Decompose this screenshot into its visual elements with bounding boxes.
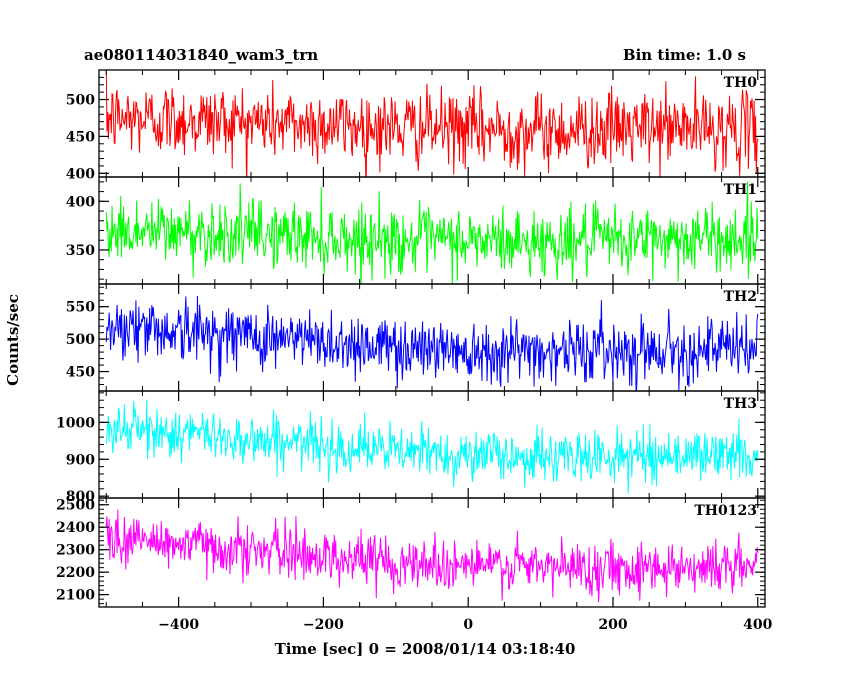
y-tick-label: 350 bbox=[66, 243, 95, 259]
x-tick-label: 400 bbox=[743, 617, 772, 633]
y-tick-label: 450 bbox=[66, 365, 95, 381]
y-tick-label: 400 bbox=[66, 194, 95, 210]
series-line-th1 bbox=[105, 181, 759, 284]
panels-group: 400 450 500 TH0 350 400 TH1 450 500 550 TH2 800 900 1… bbox=[56, 69, 766, 608]
y-tick-label: 400 bbox=[66, 166, 95, 182]
series-line-th3 bbox=[105, 399, 759, 494]
panel-th0: 400 450 500 TH0 bbox=[66, 69, 766, 182]
panel-label-th1: TH1 bbox=[724, 182, 757, 198]
x-tick-label: −200 bbox=[303, 617, 344, 633]
y-tick-label: 800 bbox=[66, 489, 95, 505]
x-tick-label: −400 bbox=[158, 617, 199, 633]
panel-label-th2: TH2 bbox=[724, 289, 757, 305]
panel-frame bbox=[98, 497, 766, 608]
y-tick-label: 2400 bbox=[56, 520, 95, 536]
series-line-th0 bbox=[105, 70, 759, 177]
y-tick-label: 550 bbox=[66, 300, 95, 316]
y-tick-label: 900 bbox=[66, 452, 95, 468]
chart-title: ae080114031840_wam3_trn bbox=[84, 46, 318, 64]
y-tick-label: 2200 bbox=[56, 565, 95, 581]
y-tick-label: 500 bbox=[66, 93, 95, 109]
y-tick-label: 2100 bbox=[56, 588, 95, 604]
y-tick-label: 2300 bbox=[56, 543, 95, 559]
x-tick-labels: −400 −200 0 200 400 bbox=[158, 617, 772, 633]
panel-label-th3: TH3 bbox=[724, 396, 757, 412]
series-line-th2 bbox=[105, 296, 759, 391]
panel-label-th0: TH0 bbox=[724, 75, 758, 91]
x-axis-label: Time [sec] 0 = 2008/01/14 03:18:40 bbox=[275, 640, 576, 658]
panel-th1: 350 400 TH1 bbox=[66, 176, 766, 285]
panel-th3: 800 900 1000 TH3 bbox=[56, 390, 766, 505]
y-tick-label: 500 bbox=[66, 332, 95, 348]
y-tick-label: 1000 bbox=[56, 415, 95, 431]
bin-time-label: Bin time: 1.0 s bbox=[623, 46, 746, 64]
panel-th2: 450 500 550 TH2 bbox=[66, 283, 766, 392]
y-axis-label: Counts/sec bbox=[4, 294, 22, 386]
x-tick-label: 0 bbox=[463, 617, 473, 633]
series-line-th0123 bbox=[105, 509, 759, 603]
panel-frame bbox=[98, 390, 766, 499]
panel-label-th0123: TH0123 bbox=[694, 503, 757, 519]
x-tick-label: 200 bbox=[598, 617, 627, 633]
panel-th0123: 2100 2200 2300 2400 2500 TH0123 bbox=[56, 497, 766, 608]
y-tick-label: 450 bbox=[66, 129, 95, 145]
y-tick-label: 2500 bbox=[56, 498, 95, 514]
